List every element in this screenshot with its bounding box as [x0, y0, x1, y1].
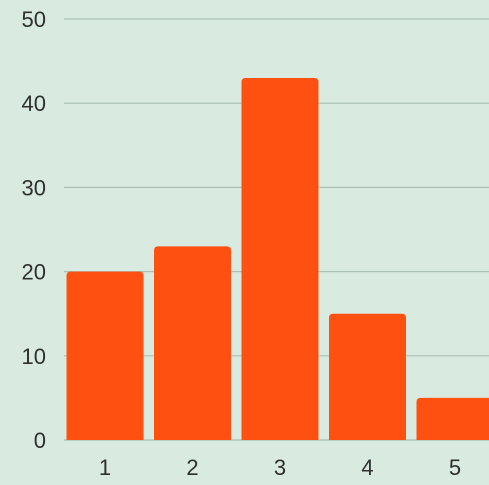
- y-tick-label: 30: [22, 175, 46, 200]
- bar-2: [154, 246, 231, 440]
- x-tick-label: 3: [274, 455, 286, 480]
- y-tick-label: 0: [34, 428, 46, 453]
- bar-4: [329, 314, 406, 440]
- y-tick-label: 10: [22, 344, 46, 369]
- bar-1: [67, 272, 144, 440]
- y-tick-label: 40: [22, 91, 46, 116]
- y-tick-label: 20: [22, 260, 46, 285]
- y-tick-label: 50: [22, 7, 46, 32]
- bar-5: [417, 398, 489, 440]
- x-tick-label: 1: [99, 455, 111, 480]
- bar-3: [242, 78, 319, 440]
- x-tick-label: 4: [361, 455, 373, 480]
- x-tick-label: 2: [186, 455, 198, 480]
- x-tick-label: 5: [449, 455, 461, 480]
